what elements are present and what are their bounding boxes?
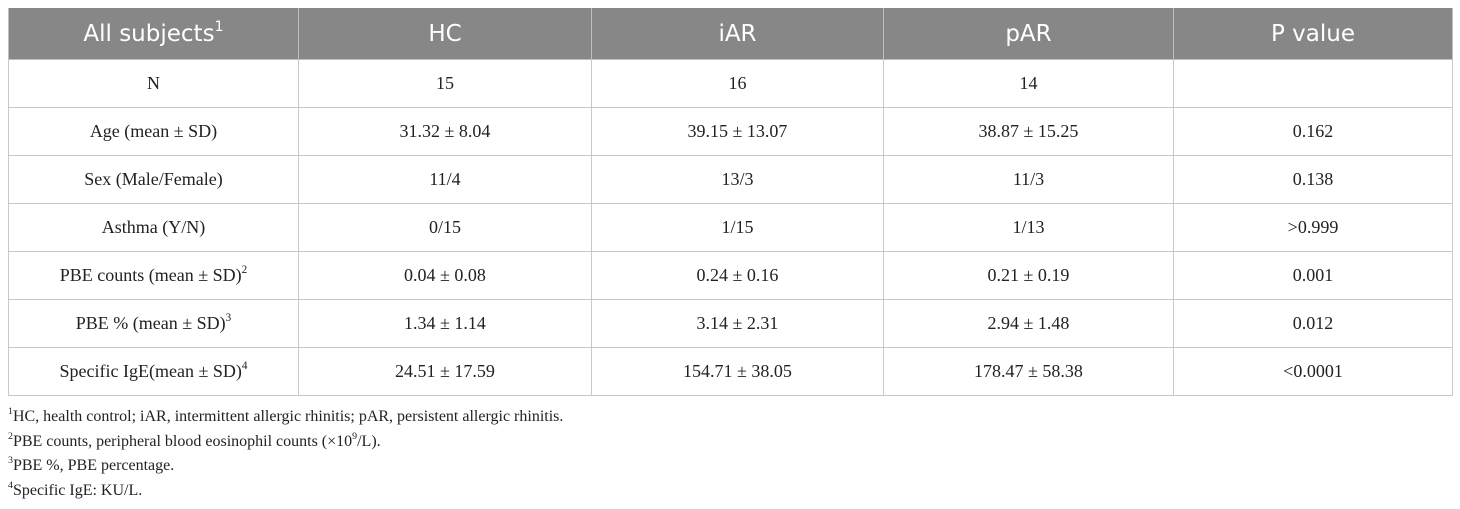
row-label: Specific IgE(mean ± SD)4 (8, 347, 299, 396)
row-label: PBE counts (mean ± SD)2 (8, 251, 299, 300)
table-cell: 1.34 ± 1.14 (298, 299, 592, 348)
table-cell: 0.162 (1173, 107, 1453, 156)
header-cell: iAR (591, 8, 884, 60)
header-cell: P value (1173, 8, 1453, 60)
table-cell: 11/3 (883, 155, 1174, 204)
table-cell: 178.47 ± 58.38 (883, 347, 1174, 396)
table-cell: 38.87 ± 15.25 (883, 107, 1174, 156)
footnote: 4Specific IgE: KU/L. (8, 479, 563, 504)
table-cell: 3.14 ± 2.31 (591, 299, 884, 348)
table-cell: 154.71 ± 38.05 (591, 347, 884, 396)
header-text: P value (1270, 20, 1355, 47)
table-cell: 16 (591, 59, 884, 108)
data-table: All subjects1 HC iAR pAR P value N 15 16 14 Age … (8, 8, 1453, 396)
footnote-mark: 3 (225, 312, 232, 325)
row-label: Age (mean ± SD) (8, 107, 299, 156)
footnote-mark: 2 (8, 430, 13, 442)
header-text: HC (428, 20, 462, 47)
table-cell: 0.24 ± 0.16 (591, 251, 884, 300)
table-cell: 11/4 (298, 155, 592, 204)
footnote-mark: 2 (241, 264, 248, 277)
table-cell: 0.21 ± 0.19 (883, 251, 1174, 300)
table-cell: 0.04 ± 0.08 (298, 251, 592, 300)
row-label: Asthma (Y/N) (8, 203, 299, 252)
header-text: All subjects (83, 20, 215, 47)
table-row: Age (mean ± SD) 31.32 ± 8.04 39.15 ± 13.07… (8, 107, 1453, 156)
table-cell: 14 (883, 59, 1174, 108)
superscript: 9 (352, 430, 358, 442)
table-cell: 0.012 (1173, 299, 1453, 348)
footnote-text: /L). (357, 432, 381, 450)
table-row: Sex (Male/Female) 11/4 13/3 11/3 0.138 (8, 155, 1453, 204)
table-cell: 15 (298, 59, 592, 108)
row-label: PBE % (mean ± SD)3 (8, 299, 299, 348)
table-cell: 2.94 ± 1.48 (883, 299, 1174, 348)
footnote-mark: 1 (214, 18, 224, 35)
footnote: 3PBE %, PBE percentage. (8, 454, 563, 479)
table-cell: <0.0001 (1173, 347, 1453, 396)
footnote-mark: 4 (241, 360, 248, 373)
table-cell: 13/3 (591, 155, 884, 204)
table-row: Asthma (Y/N) 0/15 1/15 1/13 >0.999 (8, 203, 1453, 252)
footnote-mark: 1 (8, 406, 13, 418)
footnote: 1HC, health control; iAR, intermittent a… (8, 405, 563, 430)
table-cell: 39.15 ± 13.07 (591, 107, 884, 156)
table-header: All subjects1 HC iAR pAR P value (8, 8, 1453, 60)
table-cell: 24.51 ± 17.59 (298, 347, 592, 396)
table-cell: 1/13 (883, 203, 1174, 252)
row-label-text: Sex (Male/Female) (84, 169, 223, 189)
row-label-text: N (147, 73, 160, 93)
footnote-text: PBE counts, peripheral blood eosinophil … (12, 432, 353, 450)
footnote-text: PBE %, PBE percentage. (12, 457, 175, 474)
table-body: N 15 16 14 Age (mean ± SD) 31.32 ± 8.04 39.15 … (8, 59, 1453, 396)
footnote: 2PBE counts, peripheral blood eosinophil… (8, 430, 563, 455)
row-label-text: PBE counts (mean ± SD) (59, 265, 242, 285)
footnote-text: HC, health control; iAR, intermittent al… (12, 408, 564, 425)
table-row: PBE counts (mean ± SD)2 0.04 ± 0.08 0.24 ±… (8, 251, 1453, 300)
table-row: Specific IgE(mean ± SD)4 24.51 ± 17.59 154… (8, 347, 1453, 396)
footnote-mark: 4 (8, 479, 13, 491)
table-row: N 15 16 14 (8, 59, 1453, 108)
table-cell: 0/15 (298, 203, 592, 252)
footnote-text: Specific IgE: KU/L. (12, 481, 143, 499)
row-label: N (8, 59, 299, 108)
header-text: pAR (1005, 20, 1052, 47)
footnotes: 1HC, health control; iAR, intermittent a… (8, 405, 563, 503)
row-label-text: Asthma (Y/N) (101, 217, 206, 237)
table-row: PBE % (mean ± SD)3 1.34 ± 1.14 3.14 ± 2.31… (8, 299, 1453, 348)
table-cell: 0.138 (1173, 155, 1453, 204)
table-cell: >0.999 (1173, 203, 1453, 252)
table-cell: 1/15 (591, 203, 884, 252)
empty-cell (1173, 59, 1453, 108)
header-cell: HC (298, 8, 592, 60)
header-cell: All subjects1 (8, 8, 299, 60)
table-cell: 0.001 (1173, 251, 1453, 300)
header-text: iAR (718, 20, 757, 47)
footnote-mark: 3 (8, 455, 13, 467)
header-cell: pAR (883, 8, 1174, 60)
row-label-text: PBE % (mean ± SD) (75, 313, 226, 333)
row-label-text: Specific IgE(mean ± SD) (59, 361, 242, 381)
table-cell: 31.32 ± 8.04 (298, 107, 592, 156)
row-label: Sex (Male/Female) (8, 155, 299, 204)
row-label-text: Age (mean ± SD) (89, 121, 218, 141)
